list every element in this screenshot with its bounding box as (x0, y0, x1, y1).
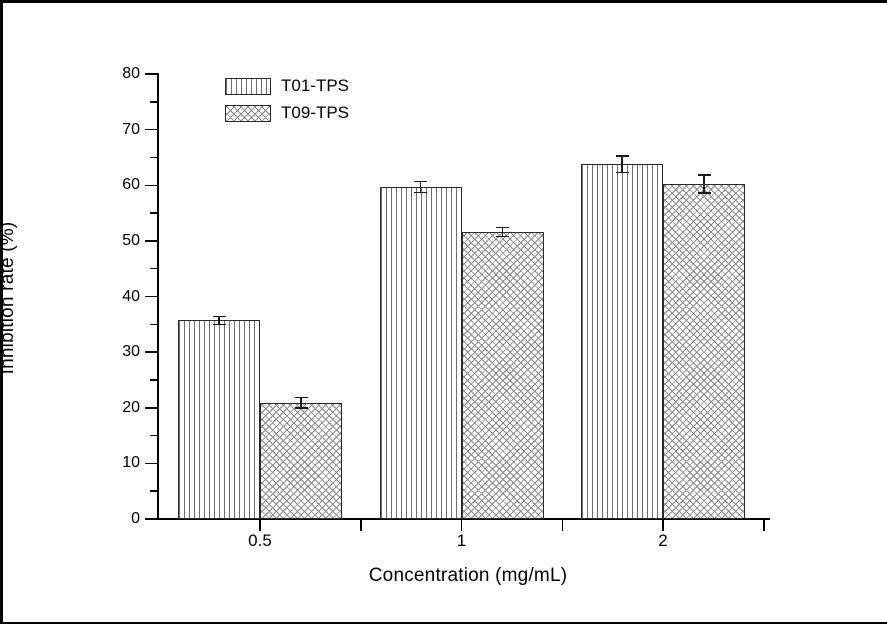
error-bar-cap-top (615, 155, 629, 157)
y-minor-tick (149, 323, 157, 326)
y-minor-tick (149, 101, 157, 103)
error-bar-cap-bottom (212, 323, 226, 326)
y-tick-label: 40 (122, 287, 140, 305)
bar-t01-tps-0.5 (178, 320, 260, 519)
bar-t01-tps-1 (379, 186, 462, 519)
error-bar-cap-top (414, 180, 427, 183)
error-bar-cap-top (697, 174, 711, 176)
y-major-tick (144, 351, 157, 353)
y-minor-tick (149, 490, 157, 492)
error-bar-line (621, 155, 623, 173)
y-major-tick (144, 518, 157, 520)
legend-label: T09-TPS (281, 103, 350, 122)
x-axis-line (156, 518, 770, 520)
error-bar-cap-bottom (414, 191, 427, 194)
error-bar-line (703, 175, 705, 194)
x-tick-label: 1 (456, 531, 467, 550)
bar-t09-tps-0.5 (260, 402, 342, 519)
y-tick-label: 0 (131, 510, 140, 527)
bar-t09-tps-1 (461, 231, 544, 519)
error-bar-line (300, 397, 302, 408)
y-major-tick (144, 407, 157, 409)
x-axis-title: Concentration (mg/mL) (368, 565, 568, 586)
y-tick-label: 60 (122, 176, 140, 194)
bar-t09-tps-2 (663, 184, 745, 519)
error-bar-cap-bottom (496, 235, 509, 238)
y-tick-label: 80 (122, 65, 140, 82)
x-major-tick (259, 520, 261, 531)
legend-row: T01-TPS (225, 76, 349, 96)
x-major-tick (460, 520, 463, 531)
error-bar-cap-top (294, 396, 308, 399)
error-bar-line (501, 227, 504, 237)
y-minor-tick (149, 156, 157, 159)
y-minor-tick (149, 379, 157, 381)
x-boundary-tick (561, 520, 563, 531)
legend: T01-TPS T09-TPS (225, 76, 349, 130)
y-minor-tick (149, 434, 157, 437)
x-major-tick (662, 520, 664, 531)
y-tick-label: 20 (122, 398, 140, 416)
error-bar-cap-top (212, 315, 226, 318)
page-border-top (0, 0, 887, 3)
y-major-tick (144, 184, 157, 186)
y-minor-tick (149, 267, 157, 270)
legend-label: T01-TPS (281, 76, 350, 95)
y-tick-label: 10 (122, 454, 140, 472)
error-bar-line (419, 181, 422, 193)
error-bar-cap-bottom (615, 171, 629, 174)
y-major-tick (144, 128, 157, 131)
legend-row: T09-TPS (225, 103, 349, 123)
y-major-tick (144, 462, 157, 465)
page-border-left (0, 0, 3, 624)
y-axis-title: Inhibition rate (%) (0, 221, 18, 375)
y-major-tick (144, 73, 157, 75)
x-tick-label: 0.5 (248, 531, 272, 550)
legend-swatch-crosshatch-icon (225, 104, 271, 122)
x-boundary-tick (763, 520, 765, 531)
legend-swatch-vertical-hatch-icon (225, 77, 271, 95)
y-axis-line (156, 73, 159, 520)
y-major-tick (144, 240, 157, 242)
error-bar-cap-bottom (294, 407, 308, 409)
y-tick-label: 70 (122, 120, 140, 138)
y-tick-label: 50 (122, 231, 140, 249)
x-boundary-tick (360, 520, 362, 531)
page-border-bottom (0, 622, 887, 624)
error-bar-cap-top (496, 226, 509, 229)
error-bar-line (218, 316, 220, 325)
error-bar-cap-bottom (697, 192, 711, 194)
y-major-tick (144, 295, 157, 298)
y-minor-tick (149, 212, 157, 214)
bar-t01-tps-2 (581, 164, 663, 519)
y-tick-label: 30 (122, 343, 140, 361)
x-tick-label: 2 (658, 531, 668, 550)
